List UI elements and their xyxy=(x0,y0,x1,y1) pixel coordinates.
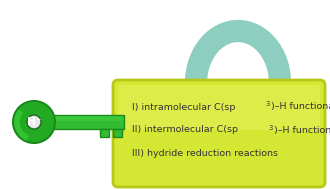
FancyBboxPatch shape xyxy=(113,80,325,187)
FancyBboxPatch shape xyxy=(53,115,124,129)
Text: II) intermolecular C(sp: II) intermolecular C(sp xyxy=(132,125,238,135)
Text: 3: 3 xyxy=(265,101,270,108)
Text: )–H functionalization: )–H functionalization xyxy=(274,125,330,135)
Text: I) intramolecular C(sp: I) intramolecular C(sp xyxy=(132,102,235,112)
FancyBboxPatch shape xyxy=(54,116,123,121)
Circle shape xyxy=(27,115,41,129)
FancyBboxPatch shape xyxy=(118,85,320,130)
Bar xyxy=(100,129,109,137)
Text: )–H functionalization: )–H functionalization xyxy=(271,102,330,112)
Text: 3: 3 xyxy=(269,125,273,130)
Circle shape xyxy=(13,101,55,143)
Text: H⁻: H⁻ xyxy=(27,117,41,127)
Bar xyxy=(113,129,122,137)
Text: III) hydride reduction reactions: III) hydride reduction reactions xyxy=(132,149,278,157)
